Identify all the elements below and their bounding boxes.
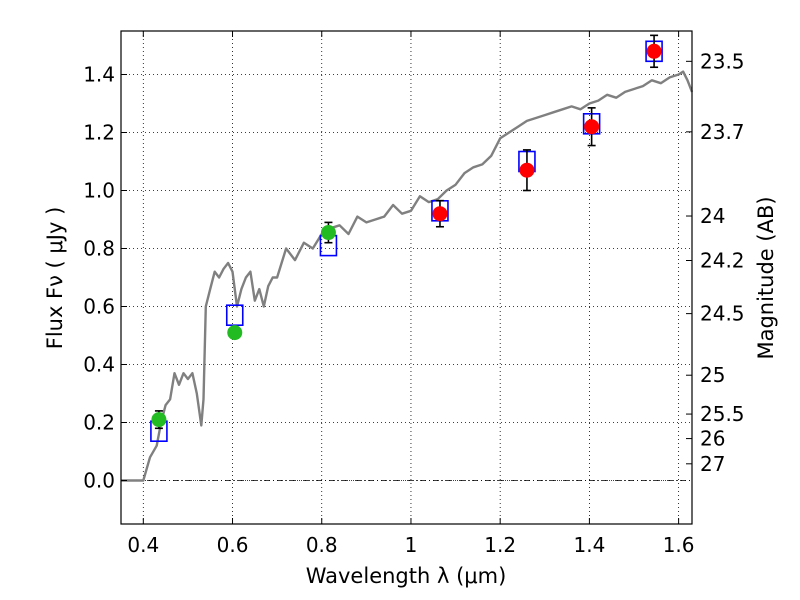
data-point [519, 162, 535, 178]
model-spectrum-line [121, 70, 694, 482]
data-point [432, 206, 448, 222]
axis-ticks [121, 31, 692, 524]
data-point [320, 225, 336, 241]
magnitude-tick-label: 25.5 [700, 402, 745, 426]
magnitude-tick-label: 25 [700, 363, 725, 387]
y-axis-label: Flux Fν ( μJy ) [43, 207, 67, 350]
x-tick-label: 0.8 [306, 533, 338, 557]
magnitude-tick-label: 23.7 [700, 120, 745, 144]
x-tick-labels: 0.4 0.6 0.8 1 1.2 1.4 1.6 [127, 533, 694, 557]
y-tick-label: 0.8 [83, 237, 115, 261]
x-tick-label: 0.4 [127, 533, 159, 557]
x-axis-label: Wavelength λ (μm) [306, 564, 507, 588]
magnitude-tick-label: 26 [700, 427, 725, 451]
photometry-points [151, 43, 662, 428]
data-point [646, 43, 662, 59]
synthetic-photometry-markers [150, 40, 663, 443]
magnitude-tick-label: 27 [700, 452, 725, 476]
y-tick-label: 0.6 [83, 295, 115, 319]
magnitude-axis-label: Magnitude (AB) [754, 196, 778, 359]
magnitude-tick-label: 24 [700, 204, 725, 228]
x-tick-label: 1 [405, 533, 418, 557]
error-bars [154, 34, 659, 430]
y-tick-label: 1.4 [83, 63, 115, 87]
magnitude-tick-label: 24.2 [700, 249, 745, 273]
x-tick-label: 1.4 [573, 533, 605, 557]
data-point [584, 119, 600, 135]
magnitude-tick-label: 23.5 [700, 49, 745, 73]
plot-frame [120, 30, 693, 525]
data-point [227, 325, 243, 341]
x-tick-label: 0.6 [217, 533, 249, 557]
x-tick-label: 1.2 [484, 533, 516, 557]
magnitude-tick-label: 24.5 [700, 302, 745, 326]
model-band-square [225, 304, 244, 327]
y-tick-label: 0.2 [83, 411, 115, 435]
y-tick-label: 0.0 [83, 469, 115, 493]
y-tick-label: 0.4 [83, 353, 115, 377]
data-point [151, 412, 167, 428]
model-spectrum [121, 70, 694, 482]
grid-lines [121, 31, 692, 524]
y-tick-label: 1.0 [83, 179, 115, 203]
x-tick-label: 1.6 [663, 533, 695, 557]
y-tick-label: 1.2 [83, 121, 115, 145]
y-tick-labels: 0.0 0.2 0.4 0.6 0.8 1.0 1.2 1.4 [83, 63, 115, 493]
